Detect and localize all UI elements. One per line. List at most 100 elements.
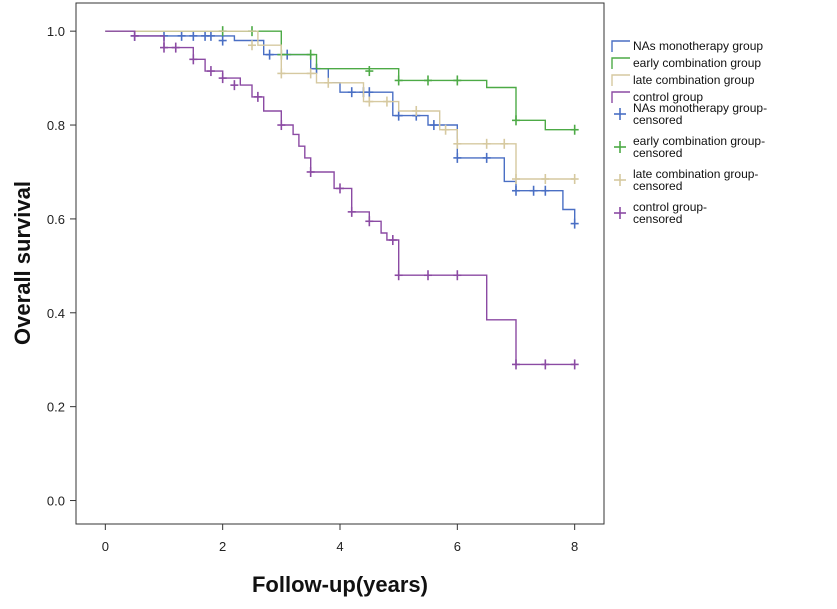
x-tick-label-0: 0 bbox=[102, 539, 109, 554]
censor-mark-nas-monotherapy-group-13 bbox=[394, 110, 403, 121]
censor-mark-control-group-9 bbox=[306, 166, 315, 177]
legend-label-7: control group-censored bbox=[633, 200, 707, 226]
censor-mark-early-combination-group-7 bbox=[453, 75, 462, 86]
censor-mark-nas-monotherapy-group-12 bbox=[365, 87, 374, 98]
censor-mark-control-group-3 bbox=[189, 54, 198, 65]
legend-label-0: NAs monotherapy group bbox=[633, 39, 763, 53]
legend-swatch-1 bbox=[611, 57, 630, 69]
censor-mark-early-combination-group-9 bbox=[570, 124, 579, 135]
legend-swatch-7 bbox=[614, 207, 626, 219]
series-line-late-combination-group bbox=[105, 30, 575, 180]
axes-layer: 0 2 4 6 8 0.0 0.2 0.4 0.6 0.8 1.0 bbox=[47, 24, 578, 554]
censor-mark-nas-monotherapy-group-5 bbox=[206, 30, 215, 41]
censor-mark-nas-monotherapy-group-21 bbox=[570, 218, 579, 229]
legend-item-7: control group-censored bbox=[614, 200, 707, 226]
legend-label-1: early combination group bbox=[633, 56, 761, 70]
censor-mark-late-combination-group-0 bbox=[248, 40, 256, 51]
x-tick-label-8: 8 bbox=[571, 539, 578, 554]
censor-mark-late-combination-group-5 bbox=[382, 96, 391, 107]
y-tick-label-3: 0.6 bbox=[47, 212, 65, 227]
censor-mark-late-combination-group-9 bbox=[482, 138, 491, 149]
censor-mark-control-group-10 bbox=[336, 183, 344, 194]
censor-mark-control-group-17 bbox=[512, 359, 520, 370]
censor-mark-control-group-0 bbox=[130, 30, 139, 41]
censor-mark-nas-monotherapy-group-18 bbox=[512, 185, 520, 196]
series-line-control-group bbox=[105, 30, 575, 366]
censor-mark-late-combination-group-8 bbox=[453, 138, 462, 149]
censor-mark-nas-monotherapy-group-19 bbox=[529, 185, 538, 196]
x-tick-label-2: 2 bbox=[219, 539, 226, 554]
legend-item-0: NAs monotherapy group bbox=[611, 39, 763, 53]
censor-mark-control-group-18 bbox=[541, 359, 550, 370]
legend-swatch-2 bbox=[611, 74, 630, 86]
censor-mark-late-combination-group-10 bbox=[500, 138, 509, 149]
legend-swatch-3 bbox=[611, 91, 630, 103]
y-tick-label-1: 0.2 bbox=[47, 400, 65, 415]
y-tick-label-4: 0.8 bbox=[47, 118, 65, 133]
censor-mark-control-group-2 bbox=[171, 42, 180, 53]
series-line-early-combination-group bbox=[105, 30, 575, 131]
censor-mark-nas-monotherapy-group-15 bbox=[429, 120, 438, 131]
legend-item-1: early combination group bbox=[611, 56, 761, 70]
censor-mark-control-group-4 bbox=[206, 66, 215, 77]
censor-mark-control-group-11 bbox=[347, 206, 356, 217]
censor-mark-nas-monotherapy-group-16 bbox=[453, 152, 462, 163]
censor-mark-control-group-6 bbox=[230, 80, 239, 91]
legend-item-4: NAs monotherapy group-censored bbox=[614, 101, 767, 127]
censor-mark-late-combination-group-7 bbox=[441, 124, 450, 135]
censor-mark-nas-monotherapy-group-17 bbox=[482, 152, 491, 163]
legend-item-6: late combination group-censored bbox=[614, 167, 758, 193]
censor-mark-control-group-16 bbox=[453, 270, 462, 281]
censor-mark-control-group-5 bbox=[218, 73, 227, 84]
censor-mark-nas-monotherapy-group-3 bbox=[189, 30, 198, 41]
legend-swatch-0 bbox=[611, 40, 630, 52]
censor-mark-late-combination-group-4 bbox=[365, 96, 374, 107]
legend: NAs monotherapy group early combination g… bbox=[611, 39, 767, 226]
legend-swatch-5 bbox=[614, 141, 626, 153]
censor-mark-early-combination-group-5 bbox=[394, 75, 403, 86]
legend-swatch-4 bbox=[614, 108, 626, 120]
censor-mark-early-combination-group-6 bbox=[424, 75, 432, 86]
legend-item-5: early combination group-censored bbox=[614, 134, 765, 160]
censor-mark-control-group-13 bbox=[388, 235, 397, 246]
x-tick-label-4: 4 bbox=[336, 539, 343, 554]
censor-mark-nas-monotherapy-group-2 bbox=[177, 30, 186, 41]
censor-mark-late-combination-group-1 bbox=[277, 68, 286, 79]
censor-mark-control-group-1 bbox=[160, 42, 168, 53]
censor-mark-control-group-14 bbox=[394, 270, 403, 281]
legend-swatch-6 bbox=[614, 174, 626, 186]
censor-mark-control-group-8 bbox=[277, 120, 286, 131]
censor-mark-control-group-15 bbox=[424, 270, 432, 281]
x-axis-title: Follow-up(years) bbox=[252, 572, 428, 597]
legend-label-2: late combination group bbox=[633, 73, 755, 87]
censor-mark-late-combination-group-12 bbox=[541, 174, 550, 185]
censor-mark-control-group-7 bbox=[253, 91, 262, 102]
censor-mark-late-combination-group-11 bbox=[512, 174, 520, 185]
censor-mark-control-group-19 bbox=[570, 359, 579, 370]
y-axis-title: Overall survival bbox=[10, 181, 35, 345]
x-tick-label-6: 6 bbox=[454, 539, 461, 554]
censor-mark-nas-monotherapy-group-20 bbox=[541, 185, 550, 196]
censor-mark-control-group-12 bbox=[365, 216, 374, 227]
censor-mark-late-combination-group-6 bbox=[412, 105, 421, 116]
censor-mark-late-combination-group-3 bbox=[324, 77, 333, 88]
legend-item-3: control group bbox=[611, 90, 703, 104]
censor-mark-late-combination-group-2 bbox=[306, 68, 315, 79]
censor-mark-nas-monotherapy-group-6 bbox=[218, 35, 227, 46]
legend-item-2: late combination group bbox=[611, 73, 755, 87]
legend-label-4: NAs monotherapy group-censored bbox=[633, 101, 767, 127]
legend-label-3: control group bbox=[633, 90, 703, 104]
censor-mark-early-combination-group-8 bbox=[512, 115, 520, 126]
censor-mark-early-combination-group-4 bbox=[365, 66, 374, 77]
censor-mark-nas-monotherapy-group-10 bbox=[347, 87, 356, 98]
series-layer bbox=[105, 26, 579, 370]
y-tick-label-5: 1.0 bbox=[47, 24, 65, 39]
legend-label-5: early combination group-censored bbox=[633, 134, 765, 160]
y-tick-label-0: 0.0 bbox=[47, 494, 65, 509]
censor-mark-early-combination-group-3 bbox=[306, 49, 315, 60]
censor-mark-late-combination-group-13 bbox=[570, 174, 579, 185]
legend-label-6: late combination group-censored bbox=[633, 167, 758, 193]
y-tick-label-2: 0.4 bbox=[47, 306, 65, 321]
